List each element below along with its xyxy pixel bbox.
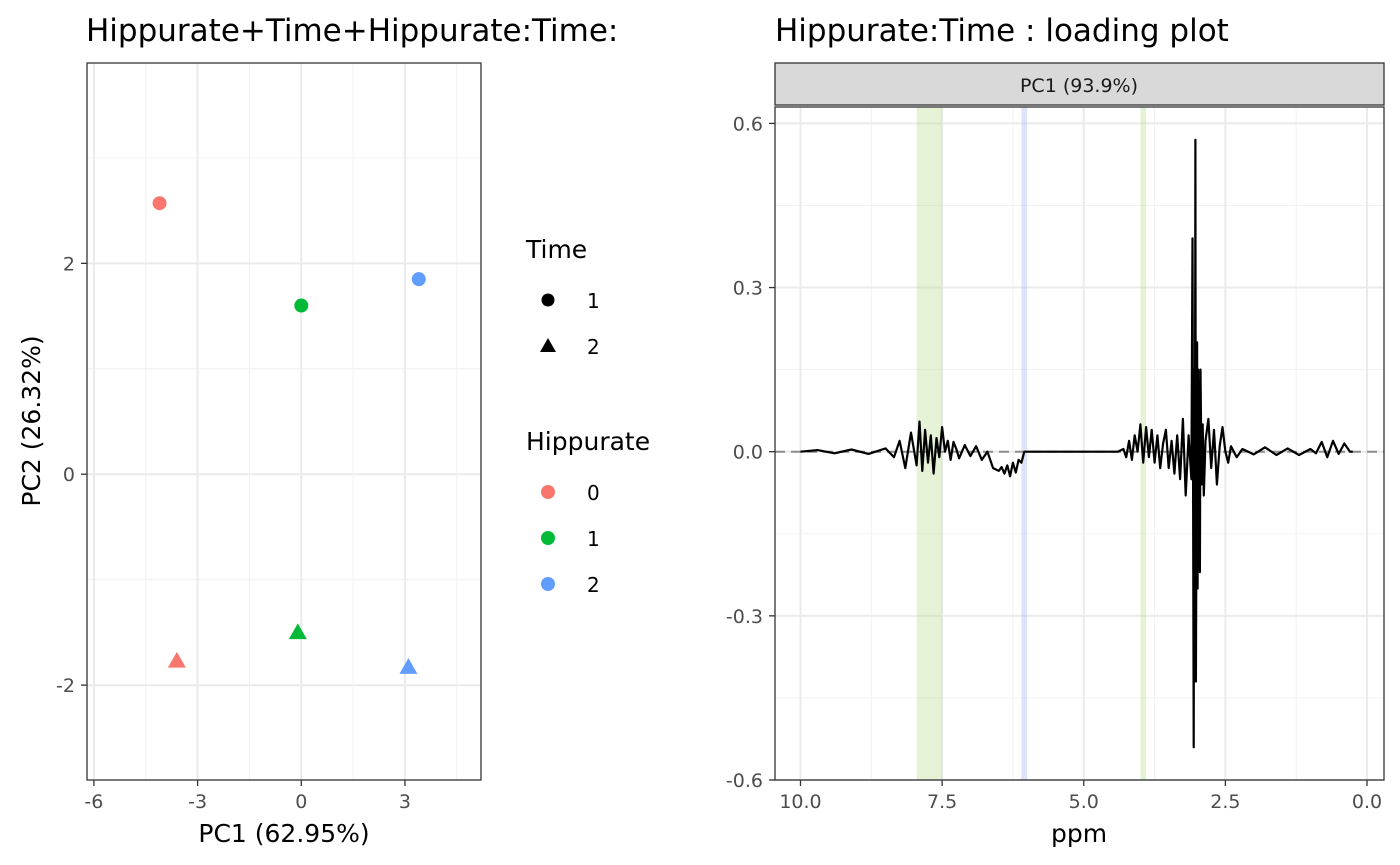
x-tick-label: 0 xyxy=(295,791,307,813)
x-tick-label: -3 xyxy=(188,791,207,813)
left-y-ticks: -2 0 2 xyxy=(56,253,87,697)
left-y-axis-title: PC2 (26.32%) xyxy=(17,335,46,506)
legend-time: 12 xyxy=(540,289,600,359)
highlight-band xyxy=(1140,107,1147,780)
y-tick-label: 2 xyxy=(63,253,75,275)
y-tick-label: -2 xyxy=(56,675,75,697)
x-tick-label: 5.0 xyxy=(1069,791,1099,813)
y-tick-label: 0.3 xyxy=(733,278,763,300)
highlight-band xyxy=(1021,107,1028,780)
scatter-point xyxy=(167,651,186,668)
y-tick-label: 0.6 xyxy=(733,113,763,135)
legend-key-triangle xyxy=(540,338,556,352)
right-x-axis-title: ppm xyxy=(1051,819,1107,848)
legend-key-circle xyxy=(541,293,555,307)
scatter-point xyxy=(294,298,309,313)
scatter-point xyxy=(152,196,167,211)
legend-time-title: Time xyxy=(525,235,587,264)
legend-key-color xyxy=(541,485,555,499)
right-plot-title: Hippurate:Time : loading plot xyxy=(775,13,1229,49)
left-grid xyxy=(87,63,481,780)
x-tick-label: 10.0 xyxy=(779,791,821,813)
legend-label: 2 xyxy=(587,573,600,597)
x-tick-label: -6 xyxy=(84,791,103,813)
scatter-point xyxy=(411,272,426,287)
y-tick-label: -0.6 xyxy=(726,770,763,792)
legend-label: 0 xyxy=(587,481,600,505)
left-x-axis-title: PC1 (62.95%) xyxy=(198,819,369,848)
left-plot-title: Hippurate+Time+Hippurate:Time: xyxy=(86,13,618,49)
right-grid xyxy=(775,107,1384,781)
y-tick-label: 0.0 xyxy=(733,442,763,464)
left-points xyxy=(152,196,426,674)
scatter-point xyxy=(399,658,418,674)
facet-strip-label: PC1 (93.9%) xyxy=(1020,75,1138,97)
legend-label: 1 xyxy=(587,289,600,313)
right-panel-border xyxy=(774,106,1385,781)
legend-key-color xyxy=(541,531,555,545)
x-tick-label: 3 xyxy=(399,791,411,813)
y-tick-label: 0 xyxy=(63,464,75,486)
left-panel-border xyxy=(86,62,482,781)
right-x-ticks: 10.0 7.5 5.0 2.5 0.0 xyxy=(779,780,1382,813)
scatter-point xyxy=(288,623,307,640)
left-x-ticks: -6 -3 0 3 xyxy=(84,780,411,813)
x-tick-label: 7.5 xyxy=(927,791,957,813)
y-tick-label: -0.3 xyxy=(726,606,763,628)
legend-label: 1 xyxy=(587,527,600,551)
facet-strip xyxy=(774,62,1385,106)
legend-hippurate-title: Hippurate xyxy=(526,427,650,456)
legend-label: 2 xyxy=(587,335,600,359)
legend-hippurate: 0 1 2 xyxy=(541,481,600,597)
x-tick-label: 0.0 xyxy=(1352,791,1382,813)
right-y-ticks: -0.6 -0.3 0.0 0.3 0.6 xyxy=(726,113,775,792)
x-tick-label: 2.5 xyxy=(1210,791,1240,813)
legend-key-color xyxy=(541,577,555,591)
loading-series-line xyxy=(800,138,1353,749)
right-highlight-bands xyxy=(916,107,1147,780)
right-loading-line xyxy=(800,138,1353,749)
